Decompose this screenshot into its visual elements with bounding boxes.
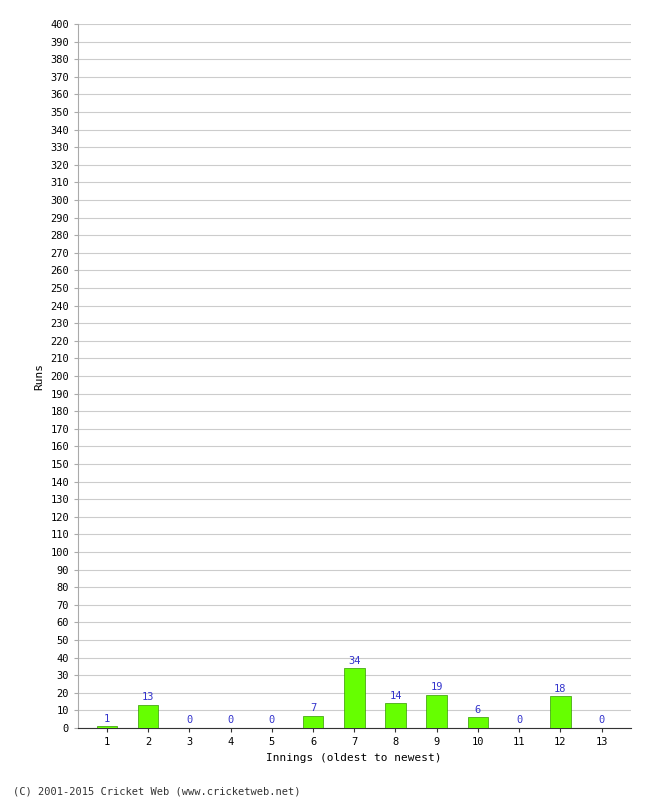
Bar [97, 726, 117, 728]
Bar [303, 716, 323, 728]
Text: 0: 0 [599, 715, 604, 726]
Text: 0: 0 [516, 715, 523, 726]
Bar [426, 694, 447, 728]
Bar [550, 696, 571, 728]
Text: 7: 7 [310, 703, 316, 713]
Text: 0: 0 [186, 715, 192, 726]
Bar [385, 703, 406, 728]
Text: 14: 14 [389, 690, 402, 701]
Text: 1: 1 [104, 714, 110, 724]
X-axis label: Innings (oldest to newest): Innings (oldest to newest) [266, 753, 442, 762]
Text: 6: 6 [474, 705, 481, 715]
Text: 0: 0 [268, 715, 275, 726]
Text: 18: 18 [554, 684, 567, 694]
Text: 13: 13 [142, 693, 154, 702]
Bar [344, 668, 365, 728]
Text: (C) 2001-2015 Cricket Web (www.cricketweb.net): (C) 2001-2015 Cricket Web (www.cricketwe… [13, 786, 300, 796]
Text: 34: 34 [348, 655, 361, 666]
Text: 0: 0 [227, 715, 234, 726]
Text: 19: 19 [430, 682, 443, 692]
Bar [467, 718, 488, 728]
Y-axis label: Runs: Runs [34, 362, 45, 390]
Bar [138, 705, 159, 728]
